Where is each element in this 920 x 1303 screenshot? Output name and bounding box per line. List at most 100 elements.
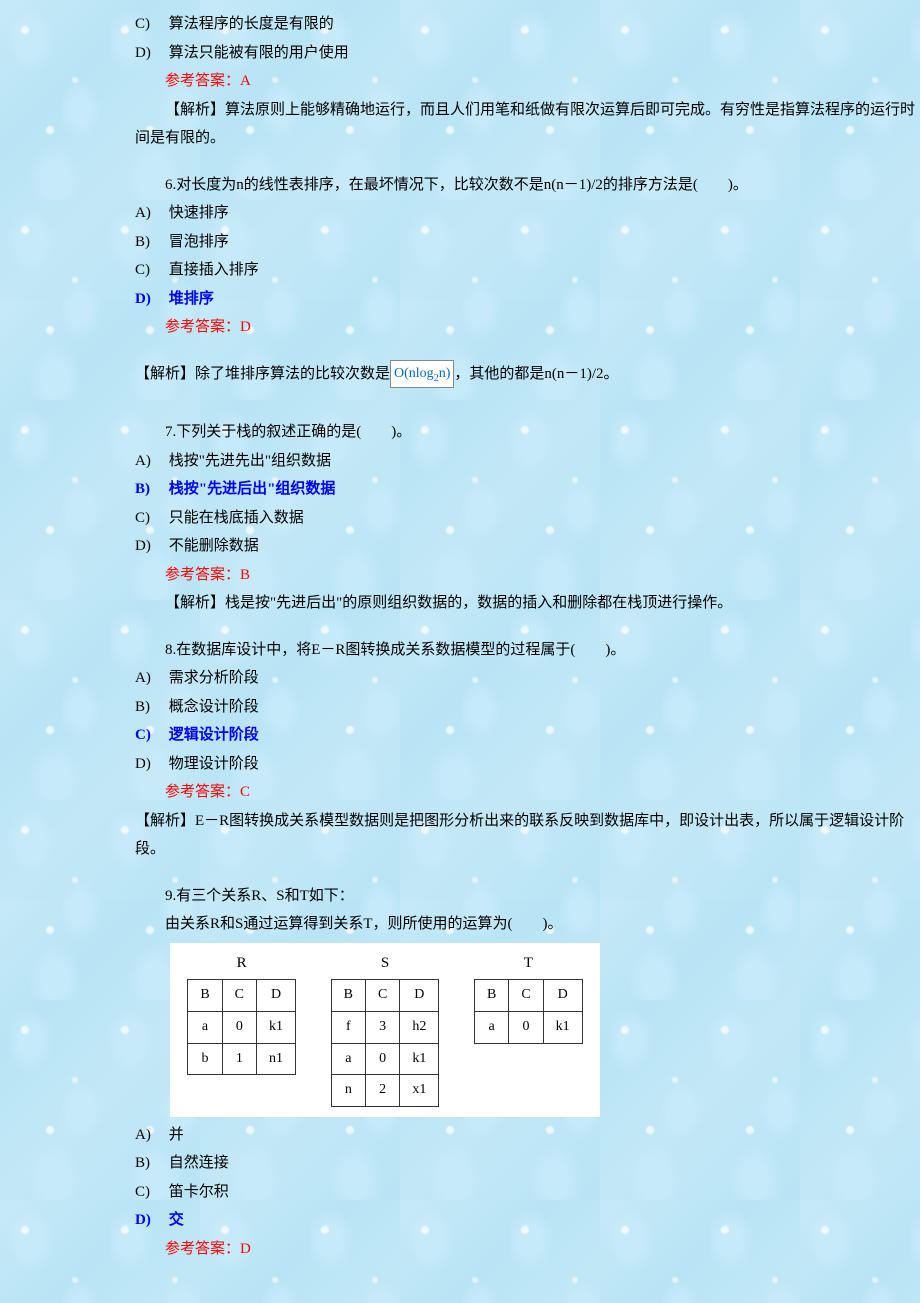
option-text: 逻辑设计阶段 [169, 727, 259, 743]
formula-image: O(nlog2n) [390, 360, 454, 389]
option-label: C) [135, 721, 165, 750]
q9-stem1: 9.有三个关系R、S和T如下： [135, 882, 920, 911]
cell: k1 [543, 1012, 582, 1044]
q6-option-c: C) 直接插入排序 [135, 256, 920, 285]
q9-option-b: B) 自然连接 [135, 1149, 920, 1178]
cell: k1 [257, 1012, 296, 1044]
cell: 0 [222, 1012, 256, 1044]
option-text: 算法只能被有限的用户使用 [169, 45, 349, 61]
option-label: D) [135, 1206, 165, 1235]
option-label: B) [135, 475, 165, 504]
q7-stem: 7.下列关于栈的叙述正确的是( )。 [135, 418, 920, 447]
q8-option-a: A) 需求分析阶段 [135, 664, 920, 693]
cell: x1 [400, 1075, 439, 1107]
option-text: 笛卡尔积 [169, 1184, 229, 1200]
col-header: B [331, 980, 365, 1012]
document-page: C) 算法程序的长度是有限的 D) 算法只能被有限的用户使用 参考答案：A 【解… [0, 0, 920, 1303]
option-label: C) [135, 504, 165, 533]
option-label: D) [135, 285, 165, 314]
answer-text: 参考答案：A [165, 67, 920, 96]
table-t: T BCD a0k1 [474, 949, 583, 1044]
option-text: 需求分析阶段 [169, 670, 259, 686]
col-header: B [474, 980, 508, 1012]
table-title: R [187, 949, 296, 978]
q7-option-c: C) 只能在栈底插入数据 [135, 504, 920, 533]
option-text: 自然连接 [169, 1155, 229, 1171]
table-title: T [474, 949, 583, 978]
option-text: 物理设计阶段 [169, 756, 259, 772]
q7-option-a: A) 栈按"先进先出"组织数据 [135, 447, 920, 476]
q9-stem2: 由关系R和S通过运算得到关系T，则所使用的运算为( )。 [135, 910, 920, 939]
col-header: B [188, 980, 222, 1012]
option-label: A) [135, 199, 165, 228]
q6-option-b: B) 冒泡排序 [135, 228, 920, 257]
col-header: D [543, 980, 582, 1012]
option-text: 只能在栈底插入数据 [169, 510, 304, 526]
option-text: 直接插入排序 [169, 262, 259, 278]
expl-post: ，其他的都是n(n－1)/2。 [454, 366, 618, 382]
answer-text: 参考答案：C [165, 778, 920, 807]
option-label: A) [135, 447, 165, 476]
relation-table: BCD f3h2 a0k1 n2x1 [331, 979, 440, 1106]
cell: n1 [257, 1043, 296, 1075]
explanation: 【解析】算法原则上能够精确地运行，而且人们用笔和纸做有限次运算后即可完成。有穷性… [135, 96, 920, 153]
cell: a [331, 1043, 365, 1075]
table-title: S [331, 949, 440, 978]
q7-option-b: B) 栈按"先进后出"组织数据 [135, 475, 920, 504]
cell: k1 [400, 1043, 439, 1075]
cell: 1 [222, 1043, 256, 1075]
cell: b [188, 1043, 222, 1075]
q8-explanation: 【解析】E－R图转换成关系模型数据则是把图形分析出来的联系反映到数据库中，即设计… [135, 807, 920, 864]
option-label: B) [135, 228, 165, 257]
option-label: B) [135, 1149, 165, 1178]
col-header: C [509, 980, 543, 1012]
option-text: 冒泡排序 [169, 234, 229, 250]
option-label: C) [135, 1178, 165, 1207]
option-text: 快速排序 [169, 205, 229, 221]
col-header: D [400, 980, 439, 1012]
option-label: D) [135, 532, 165, 561]
table-s: S BCD f3h2 a0k1 n2x1 [331, 949, 440, 1107]
option-text: 不能删除数据 [169, 538, 259, 554]
relation-table: BCD a0k1 b1n1 [187, 979, 296, 1075]
q6-stem: 6.对长度为n的线性表排序，在最坏情况下，比较次数不是n(n－1)/2的排序方法… [135, 171, 920, 200]
option-text: 并 [169, 1127, 184, 1143]
q9-option-a: A) 并 [135, 1121, 920, 1150]
option-label: B) [135, 693, 165, 722]
q9-option-c: C) 笛卡尔积 [135, 1178, 920, 1207]
q8-option-d: D) 物理设计阶段 [135, 750, 920, 779]
q7-explanation: 【解析】栈是按"先进后出"的原则组织数据的，数据的插入和删除都在栈顶进行操作。 [135, 589, 920, 618]
col-header: C [365, 980, 399, 1012]
answer-text: 参考答案：D [165, 1235, 920, 1264]
option-label: D) [135, 750, 165, 779]
col-header: D [257, 980, 296, 1012]
q6-option-d: D) 堆排序 [135, 285, 920, 314]
option-label: C) [135, 256, 165, 285]
cell: a [188, 1012, 222, 1044]
cell: 0 [365, 1043, 399, 1075]
option-text: 算法程序的长度是有限的 [169, 16, 334, 32]
cell: 0 [509, 1012, 543, 1044]
expl-pre: 【解析】除了堆排序算法的比较次数是 [135, 366, 390, 382]
relation-table: BCD a0k1 [474, 979, 583, 1043]
option-d: D) 算法只能被有限的用户使用 [135, 39, 920, 68]
relation-tables-image: R BCD a0k1 b1n1 S BCD f3h2 a0k1 n2x1 T B… [170, 943, 600, 1117]
option-label: A) [135, 1121, 165, 1150]
option-label: D) [135, 39, 165, 68]
option-text: 栈按"先进后出"组织数据 [169, 481, 336, 497]
answer-text: 参考答案：D [165, 313, 920, 342]
cell: a [474, 1012, 508, 1044]
option-text: 概念设计阶段 [169, 699, 259, 715]
q8-option-b: B) 概念设计阶段 [135, 693, 920, 722]
q8-option-c: C) 逻辑设计阶段 [135, 721, 920, 750]
cell: 3 [365, 1012, 399, 1044]
cell: f [331, 1012, 365, 1044]
cell: 2 [365, 1075, 399, 1107]
col-header: C [222, 980, 256, 1012]
option-label: C) [135, 10, 165, 39]
q7-option-d: D) 不能删除数据 [135, 532, 920, 561]
answer-text: 参考答案：B [165, 561, 920, 590]
q9-option-d: D) 交 [135, 1206, 920, 1235]
option-text: 堆排序 [169, 291, 214, 307]
option-text: 栈按"先进先出"组织数据 [169, 453, 331, 469]
